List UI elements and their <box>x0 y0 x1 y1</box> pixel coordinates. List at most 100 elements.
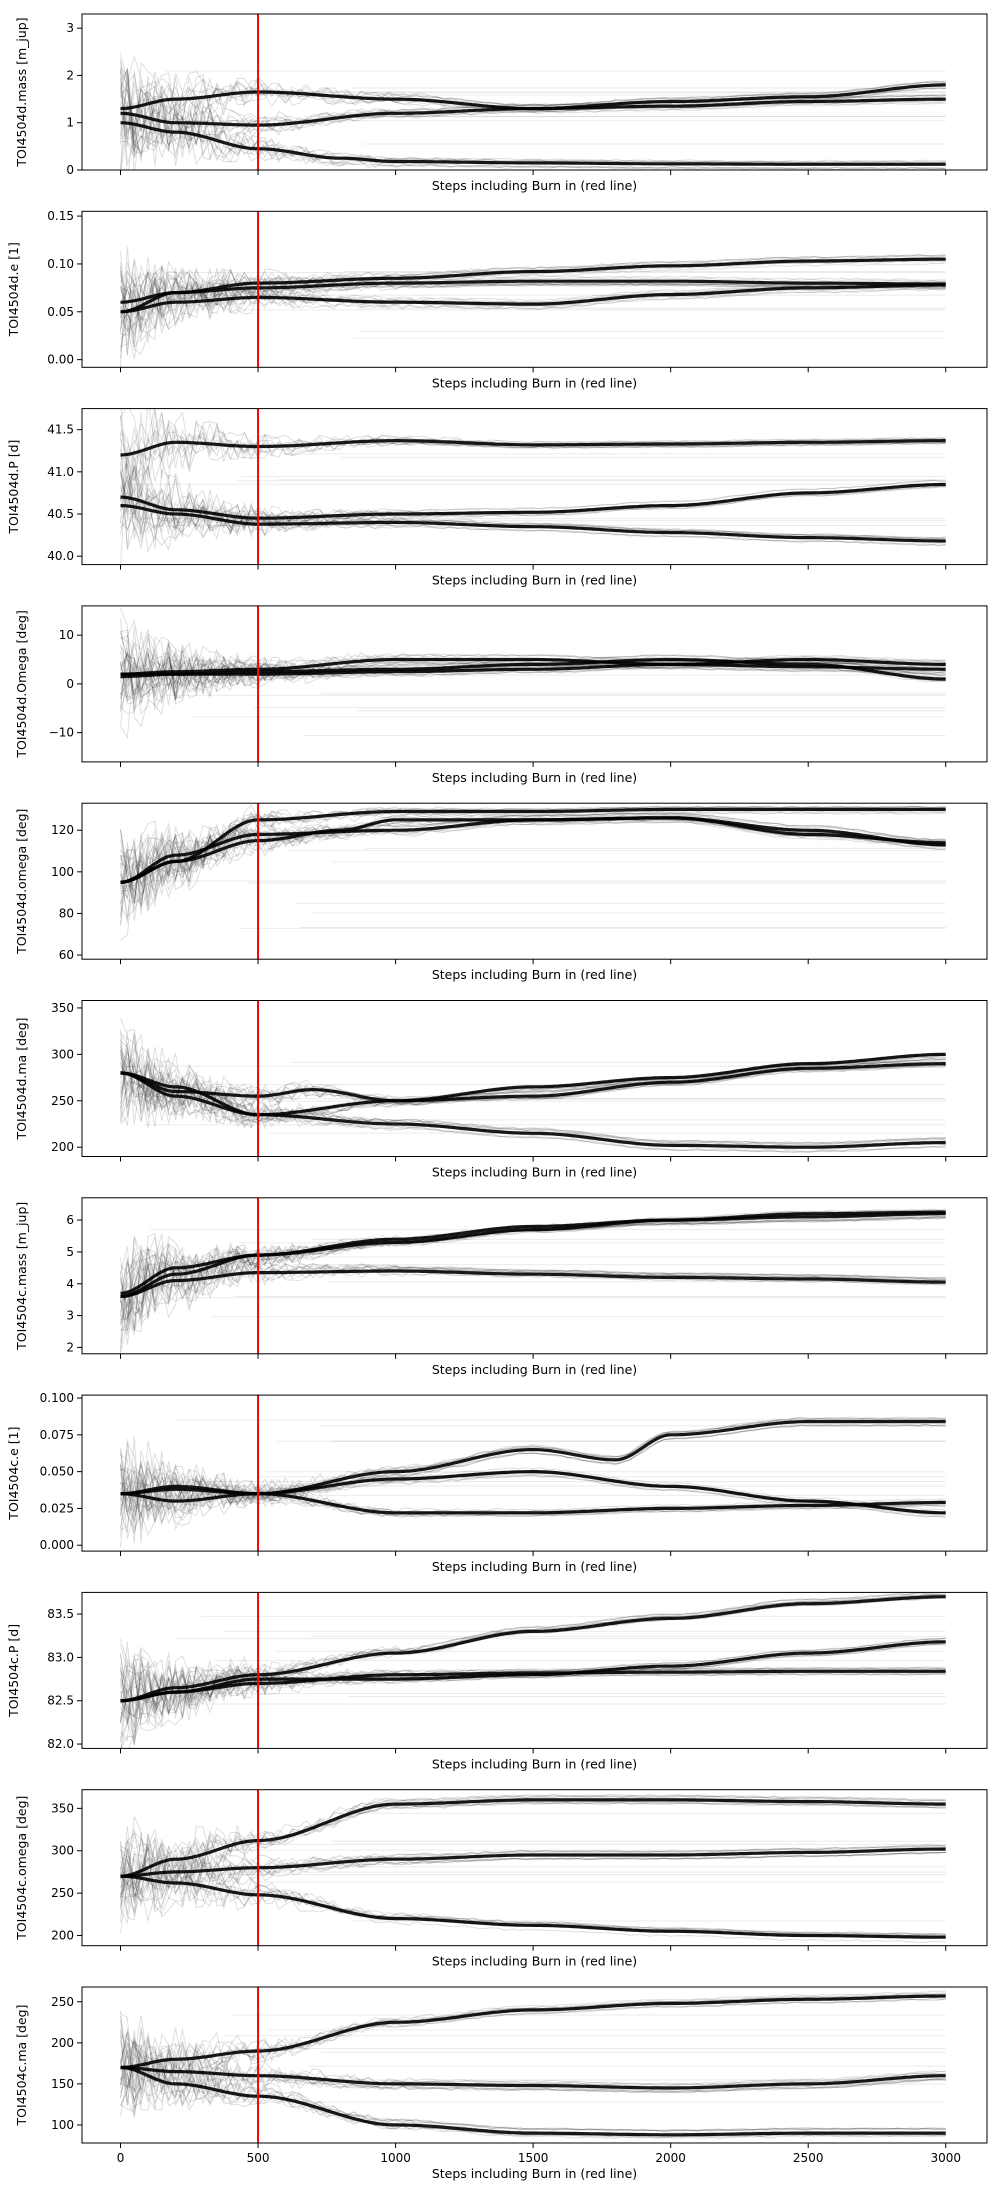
y-tick-label: 150 <box>51 2077 74 2091</box>
axes-frame <box>81 1591 988 1749</box>
chain-line-1 <box>120 482 946 520</box>
trace-panel-4: Steps including Burn in (red line) 60 80 10… <box>14 802 988 982</box>
y-tick-label: 82.0 <box>47 1737 74 1751</box>
x-axis-label: Steps including Burn in (red line) <box>432 967 637 982</box>
y-tick-label: 4 <box>66 1277 74 1291</box>
y-tick-label: 83.0 <box>47 1650 74 1664</box>
x-axis-label: Steps including Burn in (red line) <box>432 1756 637 1771</box>
y-tick-label: 100 <box>51 865 74 879</box>
walker-trace <box>120 408 946 470</box>
y-tick-label: 0.000 <box>40 1538 74 1552</box>
axes-frame <box>81 1000 988 1157</box>
y-tick-label: 0.025 <box>40 1501 74 1515</box>
y-tick-label: 2 <box>66 1340 74 1354</box>
chain-line-2 <box>120 1212 946 1299</box>
x-tick-label: 1500 <box>518 2151 549 2165</box>
y-tick-label: 0.00 <box>47 353 74 367</box>
x-tick-label: 1000 <box>380 2151 411 2165</box>
chain-line-0 <box>120 1994 946 2070</box>
walker-trace <box>120 448 946 549</box>
walker-trace <box>120 1594 946 1734</box>
walker-trace <box>120 2046 946 2140</box>
trace-panel-7: Steps including Burn in (red line) 0.000 0… <box>6 1391 988 1574</box>
y-tick-label: 0.10 <box>47 257 74 271</box>
trace-panel-9: Steps including Burn in (red line) 200 250… <box>14 1789 988 1969</box>
x-axis-label: Steps including Burn in (red line) <box>432 1362 637 1377</box>
y-tick-label: 350 <box>51 1001 74 1015</box>
y-axis-label: TOI4504d.omega [deg] <box>14 809 29 955</box>
y-tick-label: 10 <box>59 628 74 642</box>
walker-trace <box>120 67 946 170</box>
y-axis-label: TOI4504d.P [d] <box>6 440 21 535</box>
walker-trace <box>120 1217 946 1354</box>
trace-panel-6: Steps including Burn in (red line) 2 3 4 5 6 T… <box>14 1197 988 1377</box>
y-tick-label: 60 <box>59 948 74 962</box>
walker-trace <box>120 1597 946 1727</box>
y-tick-label: 41.5 <box>47 423 74 437</box>
axes-frame <box>81 210 988 368</box>
y-tick-label: 40.0 <box>47 549 74 563</box>
trace-panel-1: Steps including Burn in (red line) 0.00 0.… <box>6 209 988 390</box>
y-axis-label: TOI4504d.mass [m_jup] <box>14 17 29 167</box>
y-tick-label: 0.075 <box>40 1428 74 1442</box>
x-axis-label: Steps including Burn in (red line) <box>432 1165 637 1180</box>
y-tick-label: 5 <box>66 1245 74 1259</box>
y-axis-label: TOI4504d.ma [deg] <box>14 1017 29 1140</box>
y-tick-label: 300 <box>51 1047 74 1061</box>
walker-traces <box>120 1416 946 1547</box>
axes-frame <box>81 802 988 960</box>
trace-panel-3: Steps including Burn in (red line) −10 0 10… <box>14 605 988 785</box>
walker-traces <box>120 1990 946 2140</box>
x-axis-label: Steps including Burn in (red line) <box>432 770 637 785</box>
y-axis-label: TOI4504c.e [1] <box>6 1426 21 1520</box>
y-tick-label: 3 <box>66 1309 74 1323</box>
y-axis-label: TOI4504c.P [d] <box>6 1624 21 1718</box>
x-axis-label: Steps including Burn in (red line) <box>432 573 637 588</box>
walker-trace <box>120 1418 946 1537</box>
walker-traces <box>120 1592 946 1749</box>
y-tick-label: 1 <box>66 116 74 130</box>
walker-traces <box>120 608 946 740</box>
y-tick-label: 300 <box>51 1844 74 1858</box>
walker-traces <box>120 804 946 942</box>
axes-frame <box>81 1789 988 1947</box>
axes-frame <box>81 1394 988 1552</box>
y-tick-label: 3 <box>66 21 74 35</box>
walker-trace <box>120 1643 946 1745</box>
trace-panel-5: Steps including Burn in (red line) 200 250… <box>14 1000 988 1180</box>
walker-trace <box>120 1256 946 1325</box>
y-tick-label: 250 <box>51 1094 74 1108</box>
axes-frame <box>81 1986 988 2144</box>
x-axis-label: Steps including Burn in (red line) <box>432 1954 637 1969</box>
axes-frame <box>81 1197 988 1355</box>
y-tick-label: 0 <box>66 163 74 177</box>
y-axis-label: TOI4504c.ma [deg] <box>14 2005 29 2127</box>
y-tick-label: 250 <box>51 1886 74 1900</box>
y-tick-label: 100 <box>51 2118 74 2132</box>
y-tick-label: 41.0 <box>47 465 74 479</box>
x-tick-label: 0 <box>117 2151 125 2165</box>
x-tick-label: 2500 <box>793 2151 824 2165</box>
y-tick-label: 0.15 <box>47 209 74 223</box>
y-axis-label: TOI4504d.Omega [deg] <box>14 610 29 758</box>
x-axis-label: Steps including Burn in (red line) <box>432 375 637 390</box>
walker-traces <box>120 52 946 170</box>
x-tick-label: 3000 <box>930 2151 961 2165</box>
y-tick-label: 200 <box>51 2036 74 2050</box>
x-axis-label: Steps including Burn in (red line) <box>432 1559 637 1574</box>
y-tick-label: 80 <box>59 906 74 920</box>
y-tick-label: 120 <box>51 823 74 837</box>
chain-line-1 <box>120 2065 946 2090</box>
walker-traces <box>120 1208 946 1354</box>
x-axis-label: Steps including Burn in (red line) <box>432 178 637 193</box>
walker-traces <box>120 1017 946 1153</box>
y-tick-label: 0.050 <box>40 1465 74 1479</box>
axes-frame <box>81 13 988 171</box>
trace-panel-8: Steps including Burn in (red line) 82.0 82… <box>6 1591 988 1771</box>
walker-traces <box>120 1794 946 1943</box>
y-tick-label: 0 <box>66 677 74 691</box>
y-tick-label: 6 <box>66 1213 74 1227</box>
y-tick-label: 40.5 <box>47 507 74 521</box>
